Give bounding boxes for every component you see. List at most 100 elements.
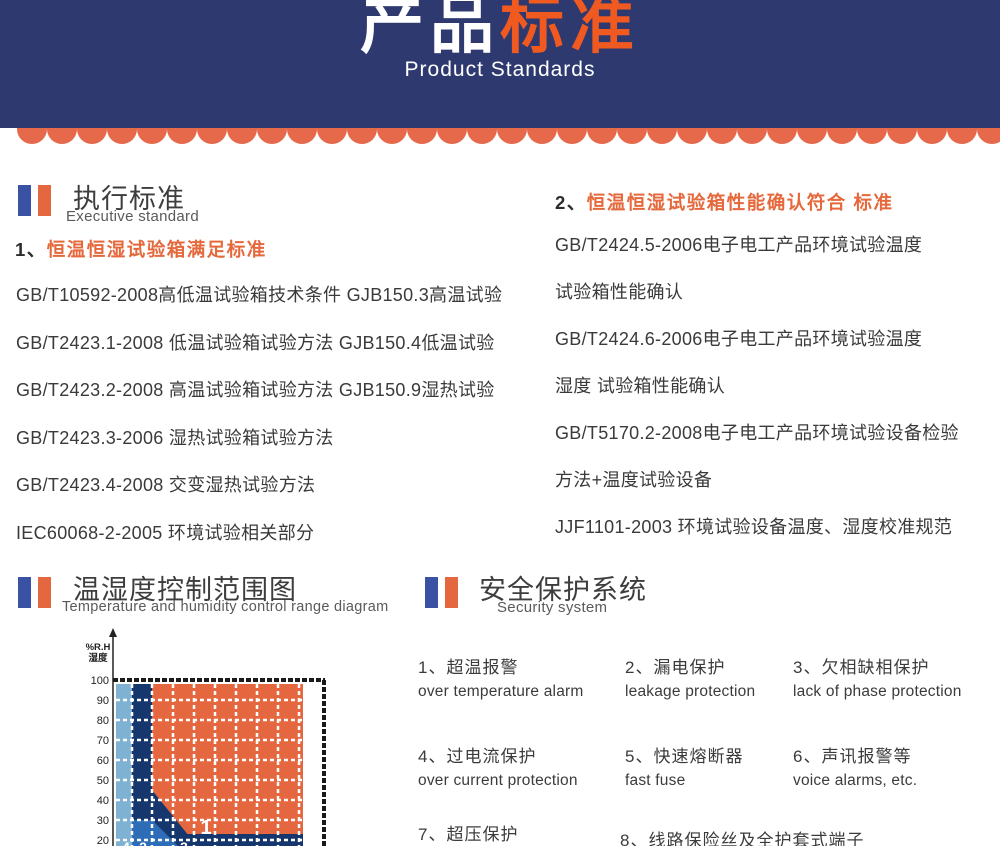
standards-list-right: GB/T2424.5-2006电子电工产品环境试验温度 试验箱性能确认 GB/T24… bbox=[555, 222, 959, 551]
security-item-en: fast fuse bbox=[625, 772, 686, 789]
security-item-label: 超温报警 bbox=[446, 658, 519, 677]
standard-line: GB/T2423.2-2008 高温试验箱试验方法 GJB150.9湿热试验 bbox=[16, 380, 495, 400]
security-item-number: 6、 bbox=[793, 747, 822, 766]
security-item-en: leakage protection bbox=[625, 683, 756, 700]
scallop-circle bbox=[467, 128, 497, 144]
section-title-range: 温湿度控制范围图 bbox=[73, 575, 297, 605]
scallop-circle bbox=[497, 128, 527, 144]
scallop-circle bbox=[737, 128, 767, 144]
region-label-4: 4 bbox=[122, 839, 130, 846]
scallop-circle bbox=[197, 128, 227, 144]
standard-line: GB/T2423.4-2008 交变湿热试验方法 bbox=[16, 475, 316, 495]
item-number-1: 1、 bbox=[15, 239, 47, 260]
security-item-zh: 6、声讯报警等 bbox=[793, 742, 917, 767]
y-axis-label: %R.H bbox=[86, 642, 111, 653]
scallop-circle bbox=[407, 128, 437, 144]
security-item: 4、过电流保护 over current protection bbox=[418, 742, 578, 790]
security-item-zh: 8、线路保险丝及全护套式端子 bbox=[620, 826, 864, 846]
standard-line: GB/T2423.3-2006 湿热试验箱试验方法 bbox=[16, 427, 334, 448]
scallop-circle bbox=[647, 128, 677, 144]
security-item-label: 漏电保护 bbox=[653, 658, 726, 677]
security-item-number: 1、 bbox=[418, 658, 447, 677]
security-item-label: 快速熔断器 bbox=[653, 747, 744, 766]
scallop-circle bbox=[587, 128, 617, 144]
page-title-orange: 标准 bbox=[500, 0, 640, 61]
standard-line: GB/T10592-2008高低温试验箱技术条件 GJB150.3高温试验 bbox=[16, 285, 503, 305]
standard-line: 方法+温度试验设备 bbox=[555, 470, 713, 490]
scallop-circle bbox=[47, 128, 77, 144]
security-item: 7、超压保护 bbox=[418, 820, 518, 845]
scallop-circle bbox=[377, 128, 407, 144]
security-item: 2、漏电保护 leakage protection bbox=[625, 653, 755, 701]
security-item-zh: 3、欠相缺相保护 bbox=[793, 653, 962, 678]
security-item-label: 声讯报警等 bbox=[821, 747, 912, 766]
region-label-2: 2 bbox=[139, 839, 147, 846]
scallop-circle bbox=[17, 128, 47, 144]
item-heading-2-text: 恒温恒湿试验箱性能确认符合 标准 bbox=[586, 192, 894, 213]
security-item: 3、欠相缺相保护 lack of phase protection bbox=[793, 653, 962, 701]
security-item-number: 5、 bbox=[625, 747, 654, 766]
item-heading-1-text: 恒温恒湿试验箱满足标准 bbox=[46, 239, 267, 260]
security-item-label: 线路保险丝及全护套式端子 bbox=[648, 831, 865, 846]
y-tick-label: 40 bbox=[97, 795, 109, 807]
security-item-en: lack of phase protection bbox=[793, 683, 962, 700]
security-item-label: 欠相缺相保护 bbox=[821, 658, 930, 677]
security-item-zh: 2、漏电保护 bbox=[625, 653, 755, 678]
item-heading-1: 1、恒温恒湿试验箱满足标准 bbox=[15, 236, 267, 262]
scallop-circle bbox=[947, 128, 977, 144]
security-item: 6、声讯报警等 voice alarms, etc. bbox=[793, 742, 917, 790]
flag-orange-bar bbox=[445, 577, 458, 608]
y-tick-label: 100 bbox=[91, 675, 109, 687]
scallop-circle bbox=[257, 128, 287, 144]
security-item-number: 2、 bbox=[625, 658, 654, 677]
y-tick-label: 50 bbox=[97, 775, 109, 787]
scallop-circle bbox=[917, 128, 947, 144]
flag-icon bbox=[425, 577, 459, 608]
flag-icon bbox=[18, 185, 52, 216]
standard-line: 试验箱性能确认 bbox=[555, 282, 684, 302]
standard-line: JJF1101-2003 环境试验设备温度、湿度校准规范 bbox=[555, 517, 953, 537]
scallop-circle bbox=[707, 128, 737, 144]
scallop-circle bbox=[227, 128, 257, 144]
standard-line: IEC60068-2-2005 环境试验相关部分 bbox=[16, 522, 315, 543]
security-item-zh: 7、超压保护 bbox=[418, 820, 518, 845]
region-label-1: 1 bbox=[200, 817, 211, 839]
y-tick-label: 70 bbox=[97, 735, 109, 747]
standards-list-left: GB/T10592-2008高低温试验箱技术条件 GJB150.3高温试验 GB/… bbox=[16, 272, 502, 557]
section-title-executive: 执行标准 bbox=[73, 184, 185, 214]
scallop-circle bbox=[617, 128, 647, 144]
scallop-circle bbox=[797, 128, 827, 144]
page-title: 产品标准 bbox=[0, 0, 1000, 66]
security-item-en: over temperature alarm bbox=[418, 683, 584, 700]
y-tick-label: 90 bbox=[97, 695, 109, 707]
scallop-circle bbox=[827, 128, 857, 144]
flag-orange-bar bbox=[38, 577, 51, 608]
flag-blue-bar bbox=[18, 185, 31, 216]
scallop-circle bbox=[347, 128, 377, 144]
standard-line: 湿度 试验箱性能确认 bbox=[555, 376, 725, 396]
security-item: 8、线路保险丝及全护套式端子 bbox=[620, 826, 864, 846]
security-item: 5、快速熔断器 fast fuse bbox=[625, 742, 743, 790]
security-item-zh: 4、过电流保护 bbox=[418, 742, 578, 767]
y-tick-label: 60 bbox=[97, 755, 109, 767]
y-tick-label: 20 bbox=[97, 835, 109, 846]
scallop-circle bbox=[77, 128, 107, 144]
standard-line: GB/T2423.1-2008 低温试验箱试验方法 GJB150.4低温试验 bbox=[16, 332, 495, 353]
security-item-number: 3、 bbox=[793, 658, 822, 677]
range-chart: %R.H湿度 100 90 80 70 60 50 40 30 20 1 4 2 3 bbox=[80, 628, 340, 846]
security-item-number: 8、 bbox=[620, 831, 649, 846]
scallop-circle bbox=[167, 128, 197, 144]
scallop-circle bbox=[977, 128, 1000, 144]
item-number-2: 2、 bbox=[555, 192, 587, 213]
y-tick-label: 30 bbox=[97, 815, 109, 827]
region-4-band bbox=[116, 684, 132, 846]
scallop-circle bbox=[317, 128, 347, 144]
region-label-3: 3 bbox=[180, 839, 188, 846]
section-subtitle-range: Temperature and humidity control range d… bbox=[62, 599, 389, 615]
svg-text:湿度: 湿度 bbox=[88, 652, 108, 664]
scallop-circle bbox=[437, 128, 467, 144]
security-item-label: 过电流保护 bbox=[446, 747, 537, 766]
flag-blue-bar bbox=[425, 577, 438, 608]
section-subtitle-security: Security system bbox=[497, 599, 608, 616]
